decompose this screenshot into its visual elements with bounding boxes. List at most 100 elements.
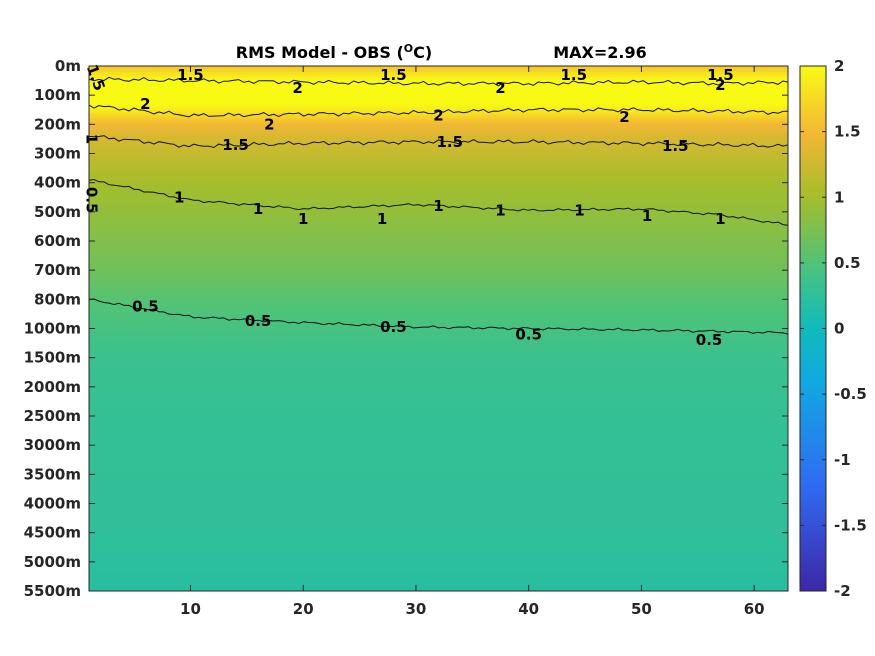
contour-label: 1 <box>574 201 584 219</box>
heatmap-band <box>89 89 788 93</box>
heatmap-band <box>89 389 788 394</box>
contour-label: 2 <box>495 79 505 97</box>
heatmap-band <box>89 296 788 300</box>
heatmap-band <box>89 381 788 385</box>
heatmap-band <box>89 299 788 303</box>
heatmap-band <box>89 255 788 260</box>
heatmap-band <box>89 261 788 265</box>
y-tick-label: 100m <box>34 86 81 104</box>
heatmap-band <box>89 334 788 338</box>
y-tick-label: 1000m <box>24 320 81 338</box>
heatmap-band <box>89 529 788 534</box>
contour-line <box>89 104 788 118</box>
heatmap-band <box>89 503 788 508</box>
heatmap-band <box>89 523 788 528</box>
heatmap-band <box>89 579 788 583</box>
contour-label: 2 <box>292 79 302 97</box>
heatmap-band <box>89 252 788 257</box>
heatmap-band <box>89 471 788 475</box>
heatmap-band <box>89 459 788 464</box>
y-tick-label: 2000m <box>24 378 81 396</box>
heatmap-band <box>89 92 788 96</box>
heatmap-band <box>89 348 788 353</box>
heatmap-band <box>89 168 788 172</box>
contour-label: 1.5 <box>561 66 588 84</box>
heatmap-band <box>89 500 788 505</box>
heatmap-band <box>89 165 788 169</box>
contour-line <box>89 76 788 87</box>
heatmap-band <box>89 378 788 382</box>
y-tick-label: 4500m <box>24 524 81 542</box>
heatmap-band <box>89 410 788 414</box>
heatmap-band <box>89 241 788 245</box>
heatmap-band <box>89 112 788 117</box>
heatmap-band <box>89 343 788 347</box>
heatmap-band <box>89 153 788 158</box>
heatmap-band <box>89 200 788 204</box>
colorbar-tick-label: 1.5 <box>834 123 861 141</box>
contour-label: 1 <box>174 188 184 206</box>
heatmap-band <box>89 354 788 359</box>
contour-label: 2 <box>140 95 150 113</box>
heatmap-band <box>89 171 788 175</box>
heatmap-band <box>89 556 788 560</box>
colorbar-tick-label: 2 <box>834 57 844 75</box>
chart-title: RMS Model - OBS (OC) <box>236 42 432 62</box>
heatmap-band <box>89 217 788 222</box>
heatmap-band <box>89 331 788 335</box>
heatmap-band <box>89 561 788 566</box>
heatmap-band <box>89 544 788 548</box>
heatmap-band <box>89 214 788 219</box>
heatmap-band <box>89 477 788 481</box>
heatmap-band <box>89 401 788 405</box>
y-tick-label: 5500m <box>24 582 81 600</box>
y-tick-label: 0m <box>55 57 81 75</box>
heatmap-band <box>89 106 788 111</box>
heatmap-band <box>89 71 788 76</box>
heatmap-band <box>89 474 788 478</box>
max-label: MAX=2.96 <box>553 43 647 62</box>
y-tick-label: 3000m <box>24 436 81 454</box>
heatmap-band <box>89 95 788 99</box>
heatmap-band <box>89 144 788 149</box>
heatmap-band <box>89 133 788 137</box>
y-tick-label: 400m <box>34 174 81 192</box>
heatmap-band <box>89 290 788 295</box>
title-suffix: C) <box>413 43 432 62</box>
heatmap-band <box>89 483 788 487</box>
heatmap-band <box>89 564 788 569</box>
heatmap-band <box>89 486 788 490</box>
x-tick-label: 40 <box>518 600 539 618</box>
heatmap-band <box>89 313 788 318</box>
y-tick-label: 800m <box>34 290 81 308</box>
heatmap-band <box>89 395 788 400</box>
heatmap-band <box>89 585 788 589</box>
heatmap-band <box>89 270 788 274</box>
heatmap-band <box>89 547 788 551</box>
contour-label: 1.5 <box>662 137 689 155</box>
heatmap-band <box>89 208 788 213</box>
contour-label: 2 <box>433 107 443 125</box>
colorbar-tick-label: 0.5 <box>834 254 861 272</box>
heatmap-band <box>89 188 788 193</box>
heatmap-band <box>89 238 788 242</box>
heatmap-band <box>89 351 788 356</box>
y-tick-label: 4000m <box>24 495 81 513</box>
heatmap-band <box>89 118 788 123</box>
heatmap-band <box>89 328 788 333</box>
heatmap-band <box>89 337 788 341</box>
contour-line <box>89 135 788 149</box>
heatmap-band <box>89 68 788 73</box>
heatmap-band <box>89 416 788 420</box>
heatmap-band <box>89 369 788 373</box>
heatmap-band <box>89 284 788 289</box>
title-prefix: RMS Model - OBS ( <box>236 43 404 62</box>
colorbar-tick-label: -1 <box>834 451 851 469</box>
heatmap-band <box>89 453 788 458</box>
heatmap-band <box>89 553 788 557</box>
heatmap-band <box>89 588 788 591</box>
contour-label: 1.5 <box>222 136 249 154</box>
heatmap-band <box>89 541 788 545</box>
heatmap-band <box>89 182 788 187</box>
